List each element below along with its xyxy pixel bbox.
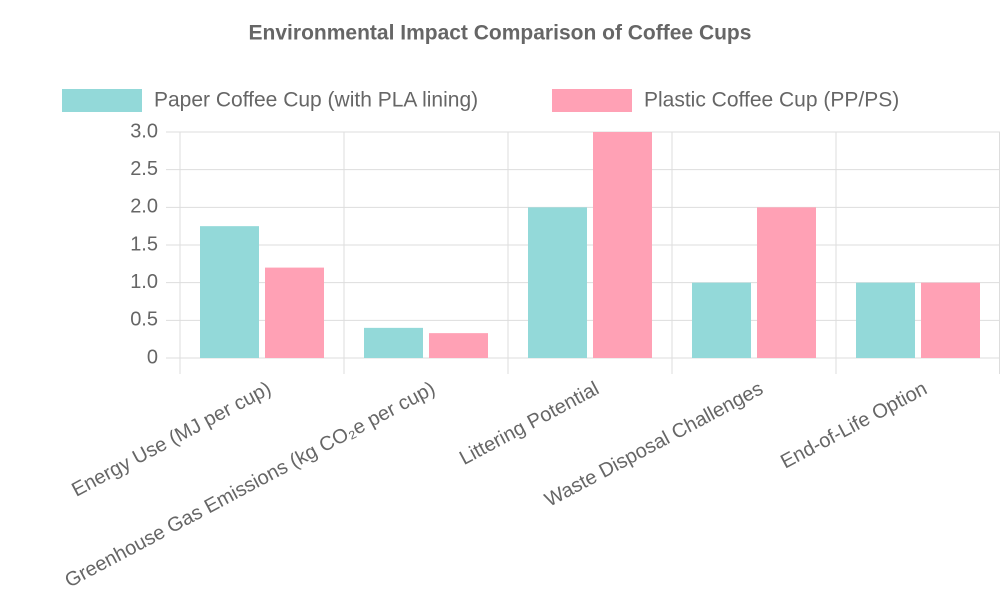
y-tick-label: 1.5 <box>130 233 158 255</box>
chart-title: Environmental Impact Comparison of Coffe… <box>249 22 752 45</box>
bar <box>364 327 423 358</box>
legend-label: Paper Coffee Cup (with PLA lining) <box>154 89 478 112</box>
x-tick-label: Littering Potential <box>456 378 603 470</box>
bar <box>692 282 751 358</box>
legend-swatch <box>552 89 632 112</box>
bar <box>856 282 915 358</box>
y-tick-label: 0 <box>147 346 158 368</box>
bar <box>593 132 652 358</box>
bar <box>921 282 980 358</box>
legend-label: Plastic Coffee Cup (PP/PS) <box>644 89 899 112</box>
y-tick-label: 2.5 <box>130 158 158 180</box>
x-tick-label: End-of-Life Option <box>777 378 931 474</box>
bar <box>757 207 816 358</box>
legend-swatch <box>62 89 142 112</box>
bar <box>429 333 488 358</box>
y-tick-label: 3.0 <box>130 120 158 142</box>
y-tick-label: 1.0 <box>130 271 158 293</box>
bar <box>265 267 324 358</box>
y-tick-label: 0.5 <box>130 309 158 331</box>
bar <box>528 207 587 358</box>
y-tick-label: 2.0 <box>130 196 158 218</box>
bar <box>200 226 259 358</box>
